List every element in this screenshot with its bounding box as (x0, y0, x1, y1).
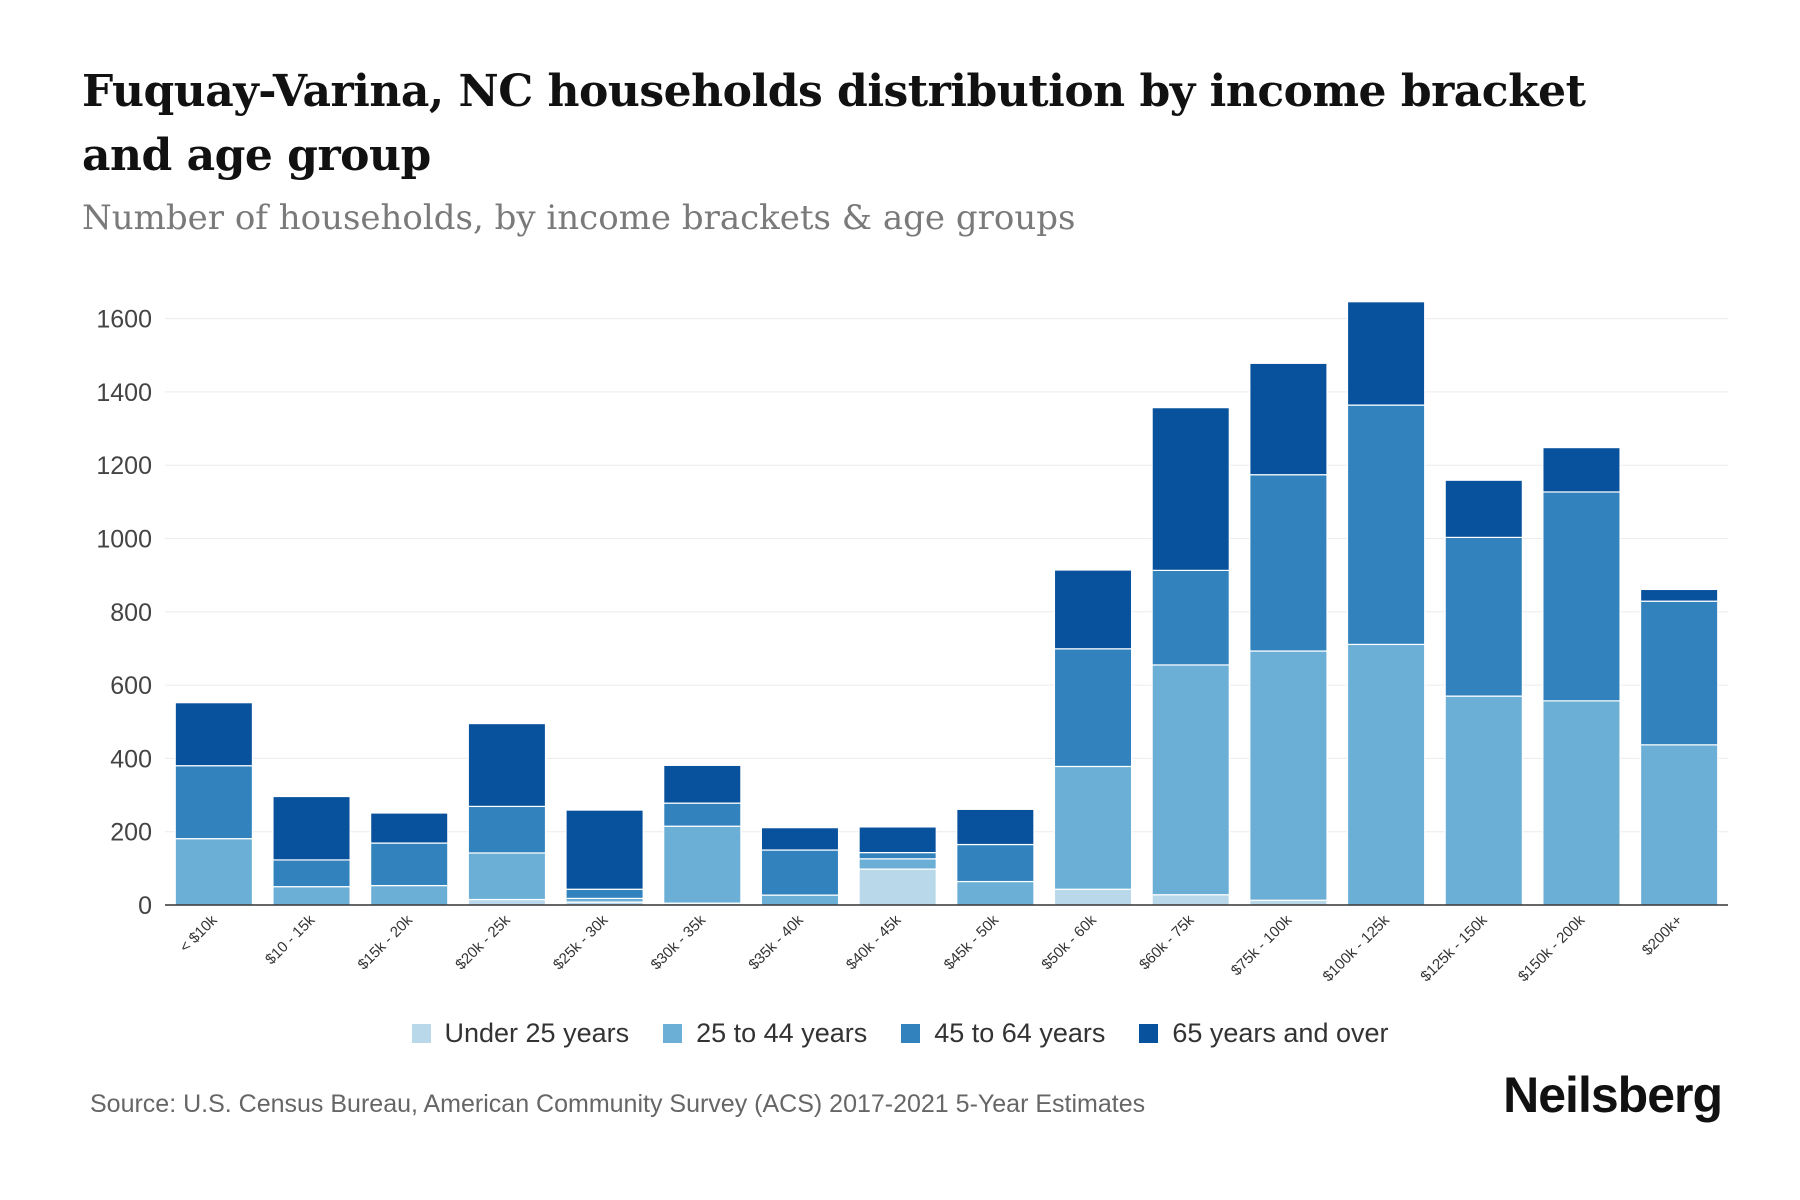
x-tick-label: $35k - 40k (745, 911, 807, 973)
bar-segment (1346, 643, 1426, 906)
x-tick-label: $20k - 25k (452, 911, 514, 973)
bar-segment (1639, 588, 1719, 602)
y-tick-label: 1600 (96, 306, 152, 334)
stacked-bar-chart: 0 200 400 600 800 1000 1200 1400 1600 < $10k $10 -… (96, 301, 1728, 985)
bar-segment (272, 886, 351, 906)
y-tick-label: 600 (110, 672, 152, 700)
legend-item: 45 to 64 years (901, 1018, 1105, 1049)
bar-segment (1249, 650, 1328, 901)
bar-segment (1249, 474, 1328, 652)
x-tick-label: $40k - 45k (843, 911, 905, 973)
bar-segment (1151, 664, 1230, 896)
bar-segment (467, 852, 547, 901)
bar-segment (565, 809, 644, 890)
x-tick-label: $100k - 125k (1320, 911, 1394, 985)
bar-segment (467, 722, 547, 808)
bar-segment (1444, 695, 1523, 906)
bar-segment (1444, 479, 1523, 539)
legend-swatch (411, 1024, 431, 1043)
x-tick-label: $10 - 15k (262, 911, 319, 968)
chart-legend: Under 25 years 25 to 44 years 45 to 64 yea… (0, 1018, 1800, 1049)
bar-segment (565, 888, 644, 900)
x-tick-label: $75k - 100k (1228, 911, 1296, 979)
bar-segment (1639, 744, 1719, 906)
bar-segment (1346, 404, 1426, 646)
legend-label: 45 to 64 years (934, 1018, 1106, 1048)
y-tick-label: 1200 (96, 452, 152, 480)
bar-segment (370, 812, 449, 844)
bar-segment (272, 859, 351, 888)
legend-item: 65 years and over (1139, 1018, 1389, 1049)
legend-swatch (901, 1024, 921, 1043)
legend-swatch (663, 1024, 683, 1043)
bar-segment (663, 764, 742, 804)
legend-item: 25 to 44 years (663, 1018, 867, 1049)
legend-label: 65 years and over (1172, 1018, 1389, 1048)
bar-segment (1151, 407, 1230, 571)
bar-segment (467, 898, 547, 906)
bar-segment (1542, 491, 1621, 702)
bar-segment (174, 702, 254, 767)
bar-segment (174, 838, 254, 906)
bar-segment (760, 849, 840, 896)
bar-segment (858, 826, 937, 854)
x-tick-label: $125k - 150k (1417, 911, 1491, 985)
x-tick-label: $15k - 20k (354, 911, 416, 973)
x-tick-label: $60k - 75k (1136, 911, 1198, 973)
legend-label: 25 to 44 years (696, 1018, 868, 1048)
legend-swatch (1139, 1024, 1159, 1043)
source-note: Source: U.S. Census Bureau, American Com… (90, 1090, 1146, 1118)
chart-title: Fuquay-Varina, NC households distributio… (82, 66, 1586, 181)
bar-segment (174, 765, 254, 840)
x-tick-label: $30k - 35k (648, 911, 710, 973)
bar-segment (1053, 569, 1133, 650)
y-tick-label: 1000 (96, 526, 152, 554)
bar-segment (1542, 700, 1621, 906)
bar-segment (956, 843, 1035, 883)
neilsberg-logo: Neilsberg (1503, 1067, 1723, 1123)
bar-segment (1639, 600, 1719, 746)
bar-segment (1151, 894, 1230, 906)
chart-subtitle: Number of households, by income brackets… (82, 198, 1076, 238)
bar-segment (1542, 447, 1621, 493)
bar-segment (858, 858, 937, 870)
bar-segment (1249, 362, 1328, 476)
bar-segment (370, 842, 449, 887)
y-tick-label: 400 (110, 745, 152, 773)
bar-segment (370, 884, 449, 906)
bar-segment (272, 795, 351, 861)
bar-segment (1053, 888, 1133, 906)
bar-segment (1346, 301, 1426, 406)
bar-segment (663, 825, 742, 904)
y-tick-label: 1400 (96, 379, 152, 407)
bar-segment (858, 851, 937, 860)
x-tick-label: < $10k (177, 911, 222, 956)
bar-segment (760, 894, 840, 906)
legend-item: Under 25 years (411, 1018, 630, 1049)
x-tick-label: $50k - 60k (1038, 911, 1100, 973)
y-tick-label: 200 (110, 819, 152, 847)
y-tick-label: 800 (110, 599, 152, 627)
bar-segment (663, 802, 742, 827)
y-tick-label: 0 (138, 892, 152, 920)
bar-segment (1151, 569, 1230, 666)
bar-segment (956, 880, 1035, 906)
bar-segment (858, 868, 937, 906)
x-tick-label: $200k+ (1639, 912, 1686, 959)
x-tick-label: $45k - 50k (941, 911, 1003, 973)
bar-segment (1444, 536, 1523, 697)
bar-segment (760, 827, 840, 851)
bar-segment (956, 808, 1035, 846)
legend-label: Under 25 years (444, 1018, 630, 1048)
bar-segment (1053, 765, 1133, 890)
x-tick-label: $150k - 200k (1515, 911, 1589, 985)
x-tick-label: $25k - 30k (550, 911, 612, 973)
bar-segment (1053, 648, 1133, 768)
bar-segment (467, 805, 547, 854)
